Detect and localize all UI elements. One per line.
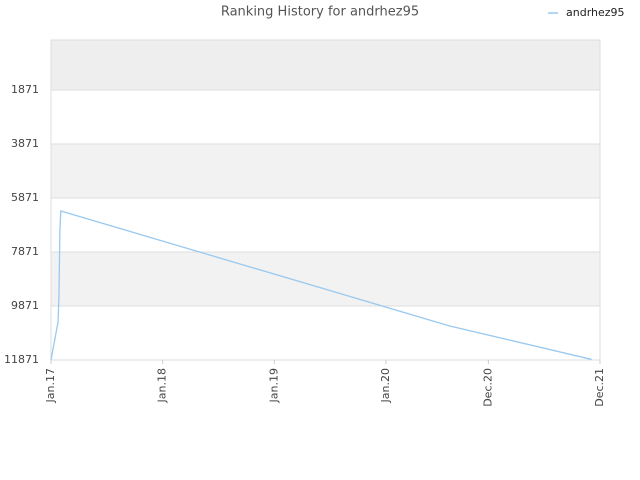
chart-title: Ranking History for andrhez95 — [221, 5, 419, 20]
x-tick-label: Dec.20 — [481, 368, 494, 407]
x-tick-label: Dec.21 — [593, 368, 606, 407]
x-tick-label: Jan.19 — [267, 368, 280, 403]
grid-band — [51, 252, 600, 307]
legend-label: andrhez95 — [566, 6, 625, 19]
y-tick-label: 9871 — [11, 299, 39, 312]
grid-band — [51, 144, 600, 199]
y-tick-label: 5871 — [11, 191, 39, 204]
grid-band — [51, 90, 600, 145]
grid-band — [51, 198, 600, 253]
grid-band — [51, 40, 600, 91]
x-tick-label: Jan.20 — [379, 368, 392, 403]
x-tick-label: Jan.17 — [44, 368, 57, 403]
y-tick-label: 11871 — [4, 353, 39, 366]
y-tick-label: 3871 — [11, 137, 39, 150]
line-series — [50, 210, 592, 361]
x-tick-label: Jan.18 — [156, 368, 169, 403]
y-tick-label: 1871 — [11, 83, 39, 96]
grid-band — [51, 306, 600, 360]
y-tick-label: 7871 — [11, 245, 39, 258]
